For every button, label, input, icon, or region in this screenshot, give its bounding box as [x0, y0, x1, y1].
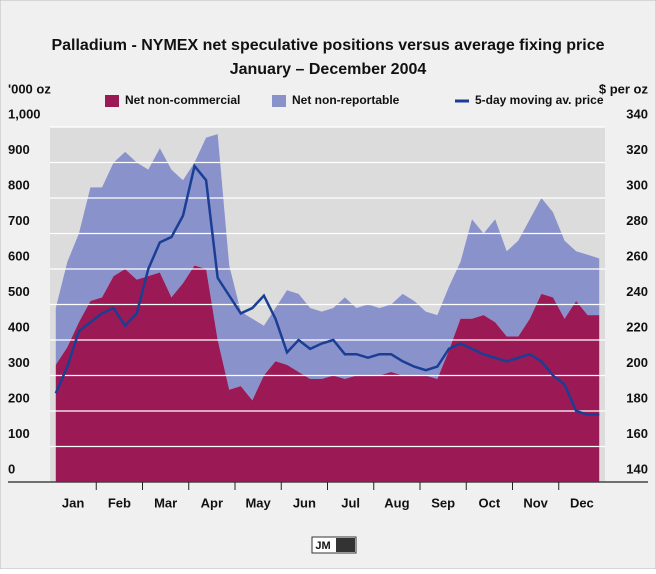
line: [54, 163, 600, 416]
y2-tick-label: 140: [626, 461, 648, 476]
x-tick-label: Jul: [341, 495, 360, 510]
x-tick-label: Feb: [108, 495, 131, 510]
chart-title: Palladium - NYMEX net speculative positi…: [51, 37, 604, 54]
chart-subtitle: January – December 2004: [230, 61, 427, 78]
y-axis-label: '000 oz: [8, 81, 51, 96]
y2-tick-label: 240: [626, 284, 648, 299]
y2-tick-label: 260: [626, 248, 648, 263]
legend-swatch: [272, 95, 286, 107]
x-tick-label: Apr: [201, 495, 223, 510]
legend-label: 5-day moving av. price: [475, 93, 604, 107]
y2-tick-label: 200: [626, 355, 648, 370]
legend-swatch: [105, 95, 119, 107]
x-tick-label: Aug: [384, 495, 409, 510]
y-tick-label: 400: [8, 319, 30, 334]
y-tick-label: 900: [8, 142, 30, 157]
y2-tick-label: 180: [626, 390, 648, 405]
y-tick-label: 200: [8, 390, 30, 405]
x-tick-label: Jan: [62, 495, 84, 510]
x-tick-label: May: [245, 495, 271, 510]
y-tick-label: 700: [8, 213, 30, 228]
x-tick-label: Oct: [479, 495, 501, 510]
legend-label: Net non-reportable: [292, 93, 400, 107]
logo-icon: [336, 538, 355, 552]
y2-tick-label: 340: [626, 106, 648, 121]
y-tick-label: 100: [8, 426, 30, 441]
area: [55, 134, 600, 401]
area: [55, 265, 600, 482]
y-tick-label: 500: [8, 284, 30, 299]
y-tick-label: 1,000: [8, 106, 41, 121]
logo: JM: [315, 540, 330, 552]
y2-tick-label: 320: [626, 142, 648, 157]
y2-tick-label: 300: [626, 177, 648, 192]
y-tick-label: 600: [8, 248, 30, 263]
y2-tick-label: 280: [626, 213, 648, 228]
y2-tick-label: 220: [626, 319, 648, 334]
x-tick-label: Dec: [570, 495, 594, 510]
x-tick-label: Nov: [523, 495, 548, 510]
y2-tick-label: 160: [626, 426, 648, 441]
x-tick-label: Mar: [154, 495, 177, 510]
y-tick-label: 800: [8, 177, 30, 192]
y-tick-label: 0: [8, 461, 15, 476]
y2-axis-label: $ per oz: [599, 81, 649, 96]
legend-label: Net non-commercial: [125, 93, 240, 107]
x-tick-label: Sep: [431, 495, 455, 510]
y-tick-label: 300: [8, 355, 30, 370]
x-tick-label: Jun: [293, 495, 316, 510]
